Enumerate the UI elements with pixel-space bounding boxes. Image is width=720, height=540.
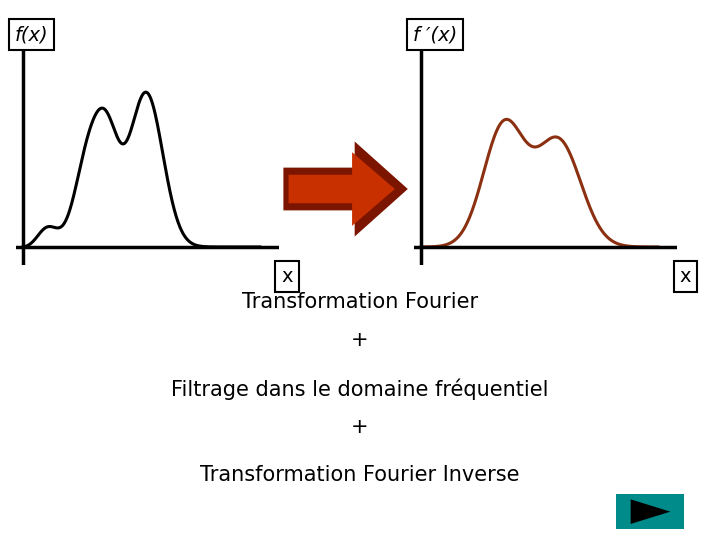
Text: x: x — [282, 267, 293, 286]
Text: f(x): f(x) — [14, 25, 48, 44]
Polygon shape — [284, 141, 408, 237]
FancyBboxPatch shape — [616, 494, 684, 529]
Text: +: + — [351, 330, 369, 350]
Polygon shape — [289, 152, 395, 226]
Text: Transformation Fourier: Transformation Fourier — [242, 292, 478, 313]
Text: Transformation Fourier Inverse: Transformation Fourier Inverse — [200, 465, 520, 485]
Text: f ′(x): f ′(x) — [413, 25, 457, 44]
Text: Filtrage dans le domaine fréquentiel: Filtrage dans le domaine fréquentiel — [171, 378, 549, 400]
Text: +: + — [351, 416, 369, 437]
Text: x: x — [680, 267, 691, 286]
Polygon shape — [631, 500, 670, 524]
